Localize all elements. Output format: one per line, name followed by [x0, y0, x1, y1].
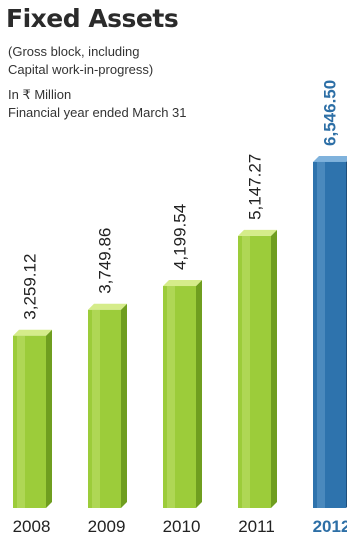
bar-side-2011 [271, 229, 277, 509]
value-label-2011: 5,147.27 [246, 154, 265, 220]
category-label-2009: 2009 [88, 517, 126, 536]
category-label-2008: 2008 [13, 517, 51, 536]
bar-shine-2008 [17, 335, 25, 508]
bar-shine-2010 [167, 286, 175, 508]
bar-top-2011 [238, 229, 277, 236]
bar-2010 [163, 286, 196, 508]
bar-top-2009 [88, 303, 127, 310]
bar-2012 [313, 161, 346, 509]
chart-unit-label: In ₹ Million [8, 87, 72, 102]
bar-top-2008 [13, 329, 52, 336]
bar-side-2010 [196, 280, 202, 508]
bar-side-2008 [46, 329, 52, 508]
value-label-2012: 6,546.50 [321, 80, 340, 146]
bar-2008 [13, 335, 46, 508]
chart-subtitle-line-1: (Gross block, including [8, 44, 140, 59]
category-label-2011: 2011 [238, 517, 275, 536]
category-label-2012: 2012 [313, 517, 347, 536]
bar-2009 [88, 309, 121, 508]
category-label-2010: 2010 [163, 517, 201, 536]
bar-shine-2012 [317, 161, 325, 509]
value-label-2010: 4,199.54 [171, 204, 190, 270]
chart-title: Fixed Assets [6, 4, 179, 33]
bar-top-2010 [163, 280, 202, 287]
chart-period-label: Financial year ended March 31 [8, 105, 187, 120]
bar-shine-2009 [92, 309, 100, 508]
bar-shine-2011 [242, 235, 250, 509]
bar-top-2012 [313, 155, 347, 162]
value-label-2008: 3,259.12 [21, 254, 40, 320]
value-label-2009: 3,749.86 [96, 228, 115, 294]
bar-2011 [238, 235, 271, 509]
chart-subtitle-line-2: Capital work-in-progress) [8, 62, 154, 77]
bar-side-2009 [121, 303, 127, 508]
